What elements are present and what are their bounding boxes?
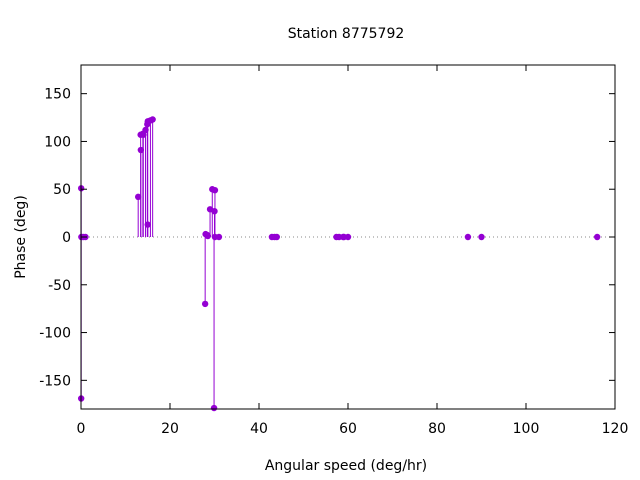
y-tick-label: -150 [39, 373, 71, 389]
data-point [137, 146, 145, 154]
y-axis-ticks: -150 -100 -50 0 50 100 150 [39, 87, 615, 389]
data-point [594, 233, 601, 241]
y-tick-label: 100 [44, 134, 71, 150]
data-point [201, 300, 209, 308]
x-tick-label: 60 [339, 421, 357, 437]
x-tick-label: 0 [77, 421, 86, 437]
x-tick-label: 20 [161, 421, 179, 437]
data-point [142, 126, 149, 134]
y-tick-label: 50 [53, 182, 71, 198]
data-point [478, 233, 485, 241]
data-point [210, 404, 218, 412]
x-tick-label: 80 [428, 421, 446, 437]
data-point [211, 186, 219, 194]
data-point [149, 116, 156, 123]
data-point [140, 131, 147, 138]
y-axis-label: Phase (deg) [13, 195, 29, 279]
y-tick-label: 150 [44, 87, 71, 103]
x-tick-label: 100 [513, 421, 540, 437]
y-tick-label: -100 [39, 326, 71, 342]
x-axis-ticks: 0 20 40 60 80 100 120 [77, 65, 629, 437]
y-tick-label: -50 [48, 278, 71, 294]
data-point [215, 233, 223, 241]
data-point [134, 193, 142, 201]
x-axis-label: Angular speed (deg/hr) [265, 458, 427, 474]
x-tick-label: 40 [250, 421, 268, 437]
data-point [144, 221, 151, 228]
x-tick-label: 120 [602, 421, 629, 437]
data-point [204, 232, 212, 240]
plot-frame [80, 64, 616, 410]
data-point [273, 233, 280, 241]
data-point [344, 233, 352, 241]
data-point [464, 233, 472, 241]
data-point [211, 208, 218, 215]
y-tick-label: 0 [62, 230, 71, 246]
chart-title: Station 8775792 [288, 26, 405, 42]
